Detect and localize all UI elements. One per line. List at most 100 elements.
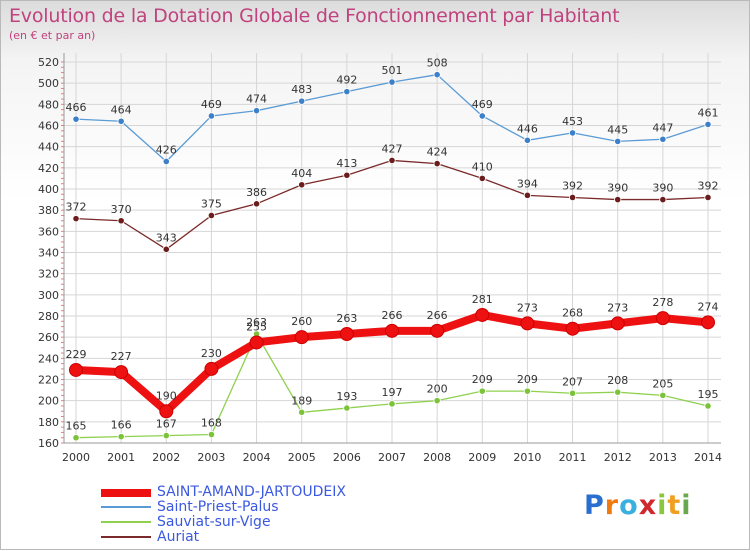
y-tick-label: 300 [38,289,59,302]
data-point [659,195,667,204]
data-label: 394 [517,177,538,190]
x-tick-label: 2001 [107,451,135,464]
legend-swatch [101,506,151,508]
data-label: 410 [472,160,493,173]
data-label: 273 [607,301,628,314]
data-label: 390 [607,182,628,195]
y-tick-label: 240 [38,352,59,365]
x-tick-label: 2013 [649,451,677,464]
data-label: 281 [472,293,493,306]
data-point [568,389,577,397]
data-label: 492 [336,74,357,87]
legend-label: Sauviat-sur-Vige [157,514,271,530]
x-tick-label: 2014 [694,451,722,464]
y-tick-label: 200 [38,395,59,408]
y-tick-label: 260 [38,331,59,344]
data-point [207,112,216,120]
data-label: 168 [201,417,222,430]
data-point [614,388,622,396]
y-tick-label: 400 [38,183,59,196]
data-label: 474 [246,93,267,106]
data-point [207,211,216,220]
data-point [69,362,83,377]
data-point [162,157,170,166]
x-tick-label: 2007 [378,451,406,464]
data-point [568,129,577,137]
data-label: 343 [156,231,177,244]
data-point [565,321,580,336]
data-label: 189 [291,394,312,407]
data-point [298,181,306,189]
data-label: 464 [111,103,132,116]
data-point [523,191,532,199]
legend-label: Saint-Priest-Palus [157,499,279,515]
data-point [704,193,712,202]
x-tick-label: 2006 [333,451,361,464]
legend-swatch [101,521,151,523]
data-point [433,71,441,79]
y-tick-label: 340 [38,247,59,260]
data-point [523,387,532,395]
x-tick-label: 2009 [468,451,496,464]
data-point [343,171,351,179]
data-point [475,307,490,322]
legend-label: SAINT-AMAND-JARTOUDEIX [157,484,346,500]
data-label: 263 [336,312,357,325]
data-label: 413 [336,157,357,170]
data-label: 392 [562,179,583,192]
y-tick-label: 480 [38,98,59,111]
data-label: 375 [201,197,222,210]
proxiti-logo: Proxiti [584,490,692,521]
y-tick-label: 160 [38,437,59,450]
data-point [701,315,715,330]
x-tick-label: 2010 [513,451,541,464]
data-point [659,135,667,143]
data-point [388,78,396,86]
data-label: 195 [698,388,719,401]
grid-lines [64,53,721,444]
x-tick-label: 2004 [243,451,271,464]
data-label: 255 [246,320,267,333]
data-point [159,404,174,419]
data-label: 230 [201,347,222,360]
data-label: 501 [382,64,403,77]
data-point [72,434,80,442]
y-tick-label: 180 [38,416,59,429]
data-label: 386 [246,186,267,199]
data-point [523,136,532,144]
data-label: 260 [291,315,312,328]
data-label: 390 [652,182,673,195]
y-tick-label: 520 [38,56,59,69]
data-point [117,117,125,125]
data-label: 229 [66,348,87,361]
data-point [339,326,354,341]
data-point [388,400,396,408]
y-tick-label: 460 [38,120,59,133]
data-point [478,387,486,395]
x-tick-label: 2012 [604,451,632,464]
data-point [659,391,667,399]
data-label: 370 [111,203,132,216]
data-point [72,215,80,223]
data-point [298,97,306,105]
data-point [252,200,261,208]
data-point [388,156,396,165]
data-label: 268 [562,307,583,320]
data-point [343,404,351,412]
y-tick-label: 420 [38,162,59,175]
data-label: 167 [156,418,177,431]
data-label: 165 [66,420,87,433]
data-label: 445 [607,123,628,136]
x-tick-label: 2011 [559,451,587,464]
data-label: 209 [472,373,493,386]
data-label: 461 [698,106,719,119]
axes: 160 180 200 220 240 260 280 300 320 340 360 380 400 4… [38,53,722,464]
data-label: 200 [427,383,448,396]
data-label: 427 [382,142,403,155]
chart-subtitle: (en € et par an) [9,29,96,42]
data-label: 266 [382,309,403,322]
data-label: 193 [336,390,357,403]
data-label: 209 [517,373,538,386]
